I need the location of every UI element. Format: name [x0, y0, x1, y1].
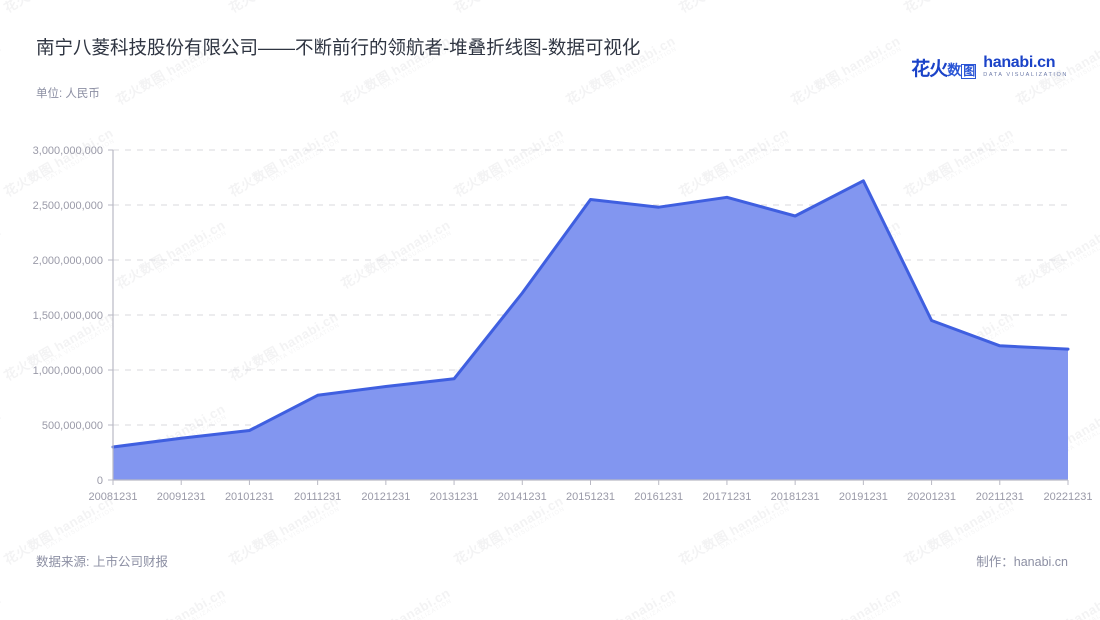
x-axis-tick-label: 20141231 [498, 491, 547, 503]
unit-label: 单位: 人民币 [36, 88, 100, 100]
footer-data-source: 数据来源: 上市公司财报 [36, 555, 168, 569]
x-axis-tick-label: 20111231 [294, 491, 341, 503]
x-axis-tick-label: 20191231 [839, 491, 888, 503]
x-axis-tick-label: 20101231 [225, 491, 274, 503]
x-axis-tick-label: 20221231 [1044, 491, 1093, 503]
x-axis-tick-label: 20161231 [634, 491, 683, 503]
y-axis-tick-label: 1,000,000,000 [33, 365, 103, 377]
logo-cn-box: 图 [961, 63, 977, 79]
x-axis-tick-label: 20211231 [976, 491, 1024, 503]
footer-credit: 制作：hanabi.cn [976, 555, 1068, 569]
x-axis-tick-label: 20151231 [566, 491, 615, 503]
hanabi-logo: 花火 数 图 hanabi.cn DATA VISUALIZATION [911, 52, 1068, 82]
series-line [111, 179, 1070, 449]
chart-title: 南宁八菱科技股份有限公司——不断前行的领航者-堆叠折线图-数据可视化 [36, 37, 641, 58]
x-axis-tick-label: 20131231 [430, 491, 479, 503]
y-axis-tick-label: 0 [97, 475, 103, 487]
y-axis-tick-label: 2,500,000,000 [33, 200, 103, 212]
y-axis-tick-label: 2,000,000,000 [33, 255, 103, 267]
x-axis-tick-label: 20201231 [907, 491, 956, 503]
logo-en-sub: DATA VISUALIZATION [983, 72, 1068, 79]
logo-cn-small: 数 [947, 61, 961, 78]
x-axis-tick-label: 20171231 [702, 491, 751, 503]
x-axis-tick-label: 20121231 [361, 491, 410, 503]
x-axis-tick-label: 20091231 [157, 491, 206, 503]
logo-chinese-wordmark: 花火 数 图 [911, 54, 977, 81]
x-axis-tick-label: 20181231 [771, 491, 820, 503]
x-axis-tick-label: 20081231 [89, 491, 138, 503]
y-axis-tick-label: 500,000,000 [42, 420, 103, 432]
y-axis-tick-label: 3,000,000,000 [33, 145, 103, 157]
logo-cn-main: 花火 [911, 58, 948, 80]
logo-english-wordmark: hanabi.cn DATA VISUALIZATION [983, 55, 1068, 79]
logo-en-main: hanabi.cn [983, 54, 1056, 72]
y-axis-tick-label: 1,500,000,000 [33, 310, 103, 322]
series-area-fill [113, 180, 1068, 481]
